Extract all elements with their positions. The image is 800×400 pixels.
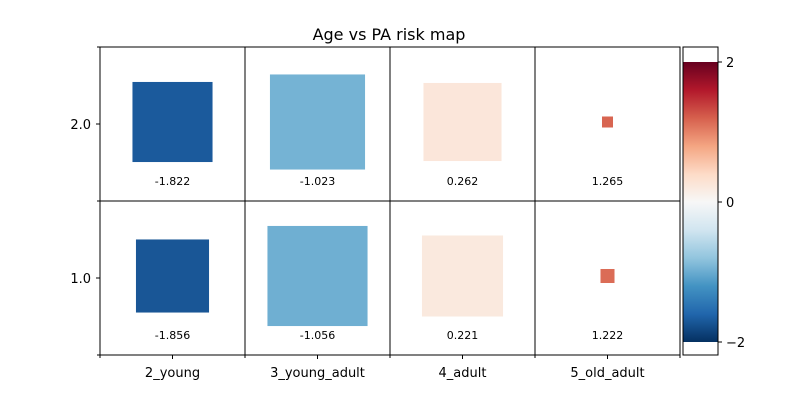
heatmap-cell-2_young-1.0 bbox=[135, 239, 210, 313]
colorbar-tick-label: 0 bbox=[726, 196, 734, 211]
y-tick-label: 2.0 bbox=[70, 118, 91, 133]
x-tick-label: 3_young_adult bbox=[270, 366, 365, 381]
heatmap-cell-3_young_adult-1.0 bbox=[267, 225, 368, 327]
x-tick-label: 4_adult bbox=[439, 366, 487, 381]
heatmap-cell-5_old_adult-1.0 bbox=[600, 268, 615, 284]
colorbar-frame bbox=[682, 46, 719, 356]
grid-lines bbox=[100, 47, 680, 355]
heatmap-cell-2_young-2.0 bbox=[132, 81, 213, 163]
x-tick-label: 5_old_adult bbox=[570, 366, 644, 381]
y-tick-label: 1.0 bbox=[70, 272, 91, 287]
x-axis: 2_young 3_young_adult 4_adult 5_old_adult bbox=[99, 355, 681, 381]
cell-value-label: -1.056 bbox=[300, 329, 335, 342]
colorbar-tick-label: −2 bbox=[726, 336, 745, 351]
plot-frame bbox=[99, 46, 681, 356]
heatmap-cell-3_young_adult-2.0 bbox=[269, 74, 366, 170]
x-tick-label: 2_young bbox=[145, 366, 200, 381]
colorbar-tick-label: 2 bbox=[726, 56, 734, 71]
heatmap-cell-5_old_adult-2.0 bbox=[601, 116, 614, 128]
cell-value-label: 0.262 bbox=[447, 175, 479, 188]
cell-value-label: 0.221 bbox=[447, 329, 479, 342]
cell-value-label: -1.822 bbox=[155, 175, 190, 188]
cell-value-label: 1.222 bbox=[592, 329, 624, 342]
cell-value-label: 1.265 bbox=[592, 175, 624, 188]
colorbar-gradient bbox=[683, 62, 718, 342]
heatmap-cell-4_adult-2.0 bbox=[423, 82, 502, 162]
colorbar: 2 0 −2 bbox=[682, 46, 745, 356]
cell-value-label: -1.023 bbox=[300, 175, 335, 188]
y-axis: 2.0 1.0 bbox=[70, 46, 100, 356]
cells-layer: -1.822 -1.023 0.262 1.265 -1.856 -1.056 0.221 1… bbox=[132, 74, 623, 342]
chart-title: Age vs PA risk map bbox=[313, 25, 466, 44]
cell-value-label: -1.856 bbox=[155, 329, 190, 342]
heatmap-cell-4_adult-1.0 bbox=[421, 235, 504, 317]
